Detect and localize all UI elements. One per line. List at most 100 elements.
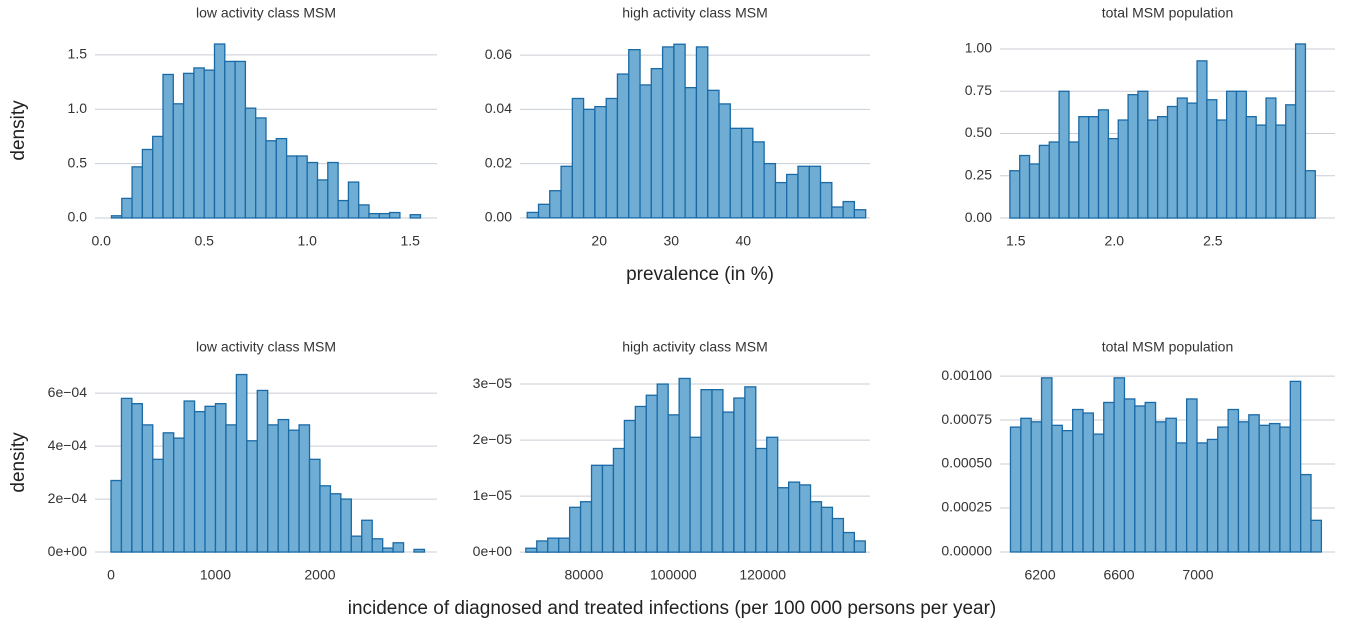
bar <box>1058 90 1070 219</box>
bar <box>1071 408 1084 553</box>
y-tick-label: 0.75 <box>965 82 992 98</box>
panel-title: high activity class MSM <box>622 5 767 21</box>
bar <box>193 67 205 219</box>
bar <box>1285 104 1297 219</box>
x-tick-label: 30 <box>663 233 679 249</box>
bar <box>214 403 227 553</box>
bar <box>733 397 746 553</box>
y-tick-label: 1.0 <box>68 100 88 116</box>
bar <box>265 140 277 219</box>
x-tick-label: 1000 <box>200 567 231 583</box>
x-tick-label: 120000 <box>739 567 786 583</box>
bar <box>831 206 844 219</box>
bar <box>1176 97 1188 219</box>
y-tick-label: 0.00050 <box>941 455 992 471</box>
bar <box>378 212 391 219</box>
bar <box>612 447 626 553</box>
bar <box>182 72 195 219</box>
bar <box>808 165 822 219</box>
bar <box>537 203 551 219</box>
bar <box>722 411 735 553</box>
y-tick-label: 0.00 <box>965 209 992 225</box>
bar <box>1275 124 1287 219</box>
bar <box>558 537 571 553</box>
bar <box>623 419 636 553</box>
bar <box>350 535 363 553</box>
x-tick-label: 2.0 <box>1105 233 1125 249</box>
bar <box>347 181 360 219</box>
bar <box>763 162 777 219</box>
x-axis-label: prevalence (in %) <box>626 264 774 285</box>
bar <box>1134 405 1146 553</box>
bar <box>327 161 339 219</box>
bar <box>1117 119 1129 219</box>
bar <box>526 211 540 219</box>
bar <box>131 166 144 219</box>
bar <box>1097 109 1110 219</box>
bar <box>1068 141 1080 219</box>
bar <box>594 105 607 219</box>
bar <box>718 103 731 219</box>
y-tick-label: 0.02 <box>485 154 512 170</box>
bar <box>1196 60 1208 219</box>
bar <box>141 148 154 219</box>
bar <box>1300 473 1312 553</box>
x-tick-label: 1.5 <box>1006 233 1026 249</box>
x-tick-label: 2000 <box>304 567 335 583</box>
y-tick-label: 0.00075 <box>941 411 992 427</box>
bar <box>368 212 380 219</box>
bar <box>678 377 691 553</box>
bar <box>224 60 236 219</box>
bar <box>267 424 279 553</box>
x-tick-label: 1.0 <box>297 233 317 249</box>
bar <box>819 181 833 219</box>
bar <box>183 400 196 553</box>
bar <box>1113 377 1126 553</box>
x-tick-label: 6600 <box>1103 567 1134 583</box>
x-tick-label: 1.5 <box>400 233 420 249</box>
bar <box>162 73 174 219</box>
bar <box>392 542 405 553</box>
bar <box>547 537 560 553</box>
bar <box>1051 424 1063 553</box>
bar <box>1255 124 1267 219</box>
bar <box>1078 115 1090 219</box>
bar <box>1154 421 1167 553</box>
bar <box>853 540 866 553</box>
x-tick-label: 20 <box>591 233 607 249</box>
bar <box>700 389 713 553</box>
bar <box>634 405 647 553</box>
bar <box>689 436 702 553</box>
bar <box>298 424 311 553</box>
bar <box>777 487 790 553</box>
bar <box>590 464 604 553</box>
bar <box>740 127 754 219</box>
y-tick-label: 0.50 <box>965 124 992 140</box>
panel-title: total MSM population <box>1102 339 1234 355</box>
bar <box>616 73 630 219</box>
bar <box>842 531 856 553</box>
panel-title: total MSM population <box>1102 5 1234 21</box>
bar <box>1237 421 1250 553</box>
bar <box>409 214 422 219</box>
bar <box>1227 408 1240 553</box>
bar <box>601 464 615 553</box>
bar <box>525 547 538 553</box>
y-tick-label: 2e−05 <box>473 431 513 447</box>
bar <box>1165 417 1177 553</box>
bar <box>1310 519 1323 553</box>
bar <box>645 394 658 553</box>
bar <box>329 493 342 553</box>
x-tick-label: 0.5 <box>194 233 214 249</box>
bar <box>1103 401 1115 553</box>
bar <box>605 97 619 219</box>
bar <box>1185 398 1198 553</box>
y-tick-label: 0.00000 <box>941 543 992 559</box>
bar <box>798 484 812 553</box>
bar <box>255 117 267 219</box>
bar <box>152 135 164 219</box>
bar <box>203 69 216 219</box>
bar <box>337 199 350 219</box>
x-tick-label: 0.0 <box>91 233 111 249</box>
bar <box>1265 97 1277 219</box>
